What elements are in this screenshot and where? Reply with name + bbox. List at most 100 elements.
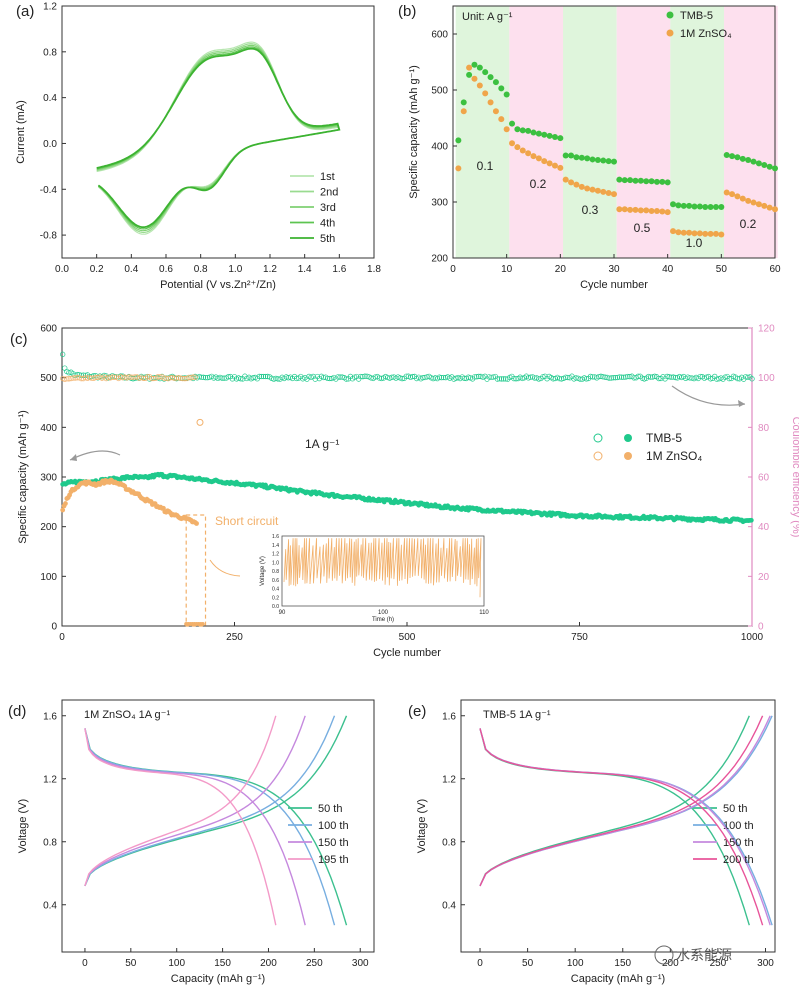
data-point xyxy=(637,207,644,214)
data-point xyxy=(653,207,660,214)
data-point xyxy=(568,179,575,186)
data-point xyxy=(589,186,596,193)
y-axis-label: Specific capacity (mAh g⁻¹) xyxy=(17,410,29,544)
data-point xyxy=(659,178,666,185)
data-point xyxy=(755,160,762,167)
legend-marker xyxy=(666,11,674,19)
data-point xyxy=(562,176,569,183)
ce-point xyxy=(608,375,614,381)
ce-point xyxy=(625,373,631,380)
inset-x-tick: 90 xyxy=(279,610,286,616)
ce-point xyxy=(293,375,300,382)
watermark-text: 水系能源 xyxy=(676,947,732,963)
data-point xyxy=(659,208,666,215)
data-point xyxy=(578,183,585,190)
data-point xyxy=(675,229,682,236)
data-point xyxy=(739,155,746,162)
data-point xyxy=(530,153,537,160)
panel-label: (d) xyxy=(8,703,26,720)
inset-y-label: Voltage (V) xyxy=(260,556,266,586)
data-point xyxy=(707,230,714,237)
legend-entry: 4th xyxy=(320,218,335,230)
data-point xyxy=(509,120,516,127)
data-point xyxy=(718,204,725,211)
panel-label: (e) xyxy=(408,703,426,720)
y-tick-label: 1.2 xyxy=(43,2,57,13)
data-point xyxy=(611,191,617,198)
ce-point xyxy=(621,374,627,380)
rate-label: 0.3 xyxy=(582,203,599,217)
x-tick-label: 40 xyxy=(662,264,674,275)
data-point xyxy=(541,158,548,165)
data-point xyxy=(772,165,778,172)
x-tick-label: 250 xyxy=(306,958,323,969)
data-point xyxy=(648,207,655,214)
x-axis-label: Capacity (mAh g⁻¹) xyxy=(571,973,665,985)
ce-point xyxy=(178,375,184,381)
x-tick-label: 300 xyxy=(352,958,369,969)
charge-curve xyxy=(84,715,277,887)
ce-point xyxy=(536,376,542,382)
rate-band xyxy=(616,6,671,258)
capacity-point xyxy=(748,517,754,523)
data-point xyxy=(476,64,483,71)
legend-entry: 50 th xyxy=(318,803,342,815)
watermark-logo xyxy=(654,945,674,965)
ce-point xyxy=(180,375,186,382)
y-tick-label: 100 xyxy=(40,572,57,583)
ce-point xyxy=(600,374,606,380)
data-point xyxy=(675,202,682,209)
ce-point xyxy=(339,374,345,380)
data-point xyxy=(648,178,655,185)
data-point xyxy=(519,127,526,134)
data-point xyxy=(723,189,730,196)
y2-tick-label: 40 xyxy=(758,522,770,533)
data-point xyxy=(696,203,703,210)
data-point xyxy=(519,147,526,154)
ce-point xyxy=(70,375,76,381)
data-point xyxy=(702,204,709,211)
x-tick-label: 20 xyxy=(555,264,567,275)
panel-annotation: 1M ZnSO₄ 1A g⁻¹ xyxy=(84,709,170,721)
data-point xyxy=(632,177,639,184)
y2-axis-label: Coulombic efficiency (%) xyxy=(790,417,799,538)
legend-entry: TMB-5 xyxy=(680,10,713,22)
ce-point xyxy=(198,374,205,380)
ce-point xyxy=(72,375,78,381)
ce-point xyxy=(409,373,416,380)
x-tick-label: 30 xyxy=(608,264,620,275)
ce-point xyxy=(60,351,66,357)
data-point xyxy=(573,181,580,188)
ce-point xyxy=(64,376,70,382)
ce-point xyxy=(200,374,207,380)
x-tick-label: 0 xyxy=(82,958,88,969)
ce-point xyxy=(486,374,492,380)
cv-cycle-line xyxy=(96,47,341,229)
data-point xyxy=(600,157,607,164)
data-point xyxy=(664,179,671,186)
y-tick-label: 200 xyxy=(40,522,57,533)
ce-point xyxy=(171,375,178,382)
ce-point xyxy=(670,374,676,380)
data-point xyxy=(514,126,521,133)
panel-e: (e) 0 50 100 150 200 250 300 0.4 0.8 1.2 1.6 Capacit… xyxy=(408,699,776,985)
data-point xyxy=(670,228,677,235)
plot-frame xyxy=(460,699,776,953)
data-point xyxy=(551,134,558,141)
x-axis-label: Capacity (mAh g⁻¹) xyxy=(171,973,265,985)
data-point xyxy=(460,108,467,115)
data-point xyxy=(589,156,596,163)
data-point xyxy=(702,230,709,237)
ce-point xyxy=(476,373,482,380)
data-point xyxy=(616,206,623,213)
data-point xyxy=(750,158,757,165)
data-point xyxy=(643,178,650,185)
data-point xyxy=(541,131,548,138)
data-point xyxy=(600,188,607,195)
short-circuit-box xyxy=(185,514,207,627)
panel-label: (b) xyxy=(398,3,416,20)
data-point xyxy=(750,199,757,206)
y-tick-label: 0 xyxy=(51,622,57,633)
unit-annotation: Unit: A g⁻¹ xyxy=(462,11,513,23)
data-point xyxy=(530,129,537,136)
